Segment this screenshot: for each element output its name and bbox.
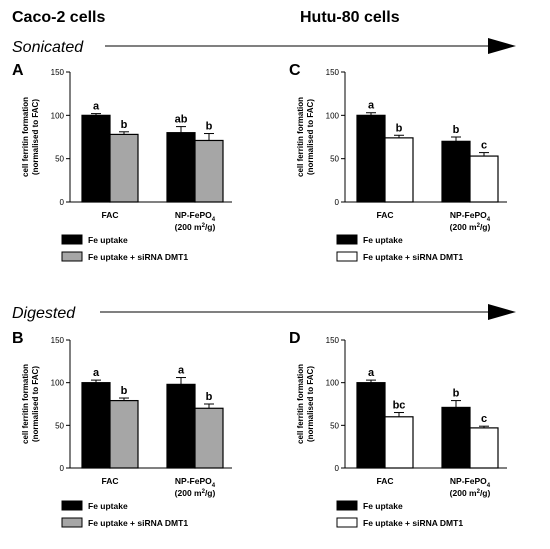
y-tick-label: 150 (326, 68, 340, 77)
legend-swatch-sirna (336, 517, 358, 528)
legend-swatch-uptake (336, 234, 358, 245)
section-label-sonicated: Sonicated (12, 39, 84, 56)
x-category-label: NP-FePO4 (175, 210, 216, 223)
significance-label: b (453, 124, 460, 136)
bar-fac-uptake (81, 114, 111, 203)
bar-fac-uptake (81, 382, 111, 469)
y-tick-label: 50 (55, 155, 64, 164)
significance-label: a (368, 367, 375, 379)
panel-letter: B (12, 330, 24, 347)
chart-panel-b: B 0 50 100 150 cell ferritin formation(normal… (12, 330, 232, 528)
significance-label: a (368, 100, 375, 112)
x-category-label: FAC (102, 476, 119, 486)
significance-label: a (93, 367, 100, 379)
y-tick-label: 0 (335, 464, 340, 473)
significance-label: a (93, 101, 100, 113)
y-axis-title: cell ferritin formation(normalised to FA… (21, 97, 40, 177)
legend-label-uptake: Fe uptake (88, 501, 128, 511)
x-category-label: FAC (377, 210, 394, 220)
y-tick-label: 50 (330, 421, 339, 430)
legend-swatch-sirna (336, 251, 358, 262)
y-tick-label: 0 (60, 464, 65, 473)
bar-fac-sirna (109, 133, 139, 203)
y-tick-label: 100 (326, 111, 340, 120)
bar-np-fepo4-uptake (441, 406, 471, 469)
section-label-digested: Digested (12, 305, 76, 322)
legend-label-sirna: Fe uptake + siRNA DMT1 (363, 252, 463, 262)
significance-label: b (121, 119, 128, 131)
significance-label: a (178, 365, 185, 377)
bar-np-fepo4-uptake (166, 383, 196, 469)
bar-fac-sirna (384, 416, 414, 469)
legend-label-uptake: Fe uptake (88, 235, 128, 245)
section-arrow-digested (100, 304, 516, 320)
significance-label: c (481, 413, 487, 425)
bar-np-fepo4-sirna (469, 427, 499, 469)
y-tick-label: 50 (55, 421, 64, 430)
panel-letter: C (289, 62, 301, 79)
legend-label-sirna: Fe uptake + siRNA DMT1 (88, 252, 188, 262)
bar-np-fepo4-sirna (194, 407, 224, 469)
x-category-label: NP-FePO4 (450, 476, 491, 489)
chart-panel-c: C 0 50 100 150 cell ferritin formation(normal… (289, 62, 507, 262)
x-category-label: NP-FePO4 (450, 210, 491, 223)
significance-label: bc (393, 400, 406, 412)
chart-panel-d: D 0 50 100 150 cell ferritin formation(normal… (289, 330, 507, 528)
bar-np-fepo4-uptake (441, 140, 471, 203)
legend-swatch-sirna (61, 517, 83, 528)
significance-label: c (481, 140, 487, 152)
bar-fac-uptake (356, 382, 386, 469)
significance-label: b (453, 388, 460, 400)
significance-label: b (206, 121, 213, 133)
y-tick-label: 0 (60, 198, 65, 207)
bar-fac-uptake (356, 114, 386, 203)
x-category-label: FAC (377, 476, 394, 486)
panel-letter: D (289, 330, 301, 347)
significance-label: ab (175, 114, 188, 126)
bar-np-fepo4-uptake (166, 132, 196, 203)
bar-fac-sirna (384, 137, 414, 203)
y-axis-title: cell ferritin formation(normalised to FA… (296, 97, 315, 177)
legend-swatch-uptake (336, 500, 358, 511)
y-axis-title: cell ferritin formation(normalised to FA… (296, 364, 315, 444)
bar-np-fepo4-sirna (469, 155, 499, 203)
significance-label: b (396, 122, 403, 134)
x-category-label-line2: (200 m2/g) (175, 222, 216, 232)
legend-label-sirna: Fe uptake + siRNA DMT1 (363, 518, 463, 528)
x-category-label-line2: (200 m2/g) (175, 488, 216, 498)
legend-swatch-uptake (61, 500, 83, 511)
y-tick-label: 100 (51, 379, 65, 388)
section-arrow-sonicated (105, 38, 516, 54)
legend-swatch-sirna (61, 251, 83, 262)
chart-panel-a: A 0 50 100 150 cell ferritin formation(normal… (12, 62, 232, 262)
y-tick-label: 50 (330, 155, 339, 164)
y-tick-label: 150 (51, 336, 65, 345)
legend-label-sirna: Fe uptake + siRNA DMT1 (88, 518, 188, 528)
y-tick-label: 100 (51, 111, 65, 120)
panel-letter: A (12, 62, 24, 79)
significance-label: b (206, 391, 213, 403)
bar-fac-sirna (109, 399, 139, 469)
y-tick-label: 0 (335, 198, 340, 207)
left-column-header: Caco-2 cells (12, 9, 105, 26)
y-tick-label: 150 (51, 68, 65, 77)
legend-label-uptake: Fe uptake (363, 235, 403, 245)
x-category-label: NP-FePO4 (175, 476, 216, 489)
x-category-label-line2: (200 m2/g) (450, 222, 491, 232)
right-column-header: Hutu-80 cells (300, 9, 400, 26)
x-category-label-line2: (200 m2/g) (450, 488, 491, 498)
x-category-label: FAC (102, 210, 119, 220)
bar-np-fepo4-sirna (194, 139, 224, 203)
significance-label: b (121, 385, 128, 397)
y-tick-label: 100 (326, 379, 340, 388)
y-tick-label: 150 (326, 336, 340, 345)
legend-label-uptake: Fe uptake (363, 501, 403, 511)
y-axis-title: cell ferritin formation(normalised to FA… (21, 364, 40, 444)
legend-swatch-uptake (61, 234, 83, 245)
